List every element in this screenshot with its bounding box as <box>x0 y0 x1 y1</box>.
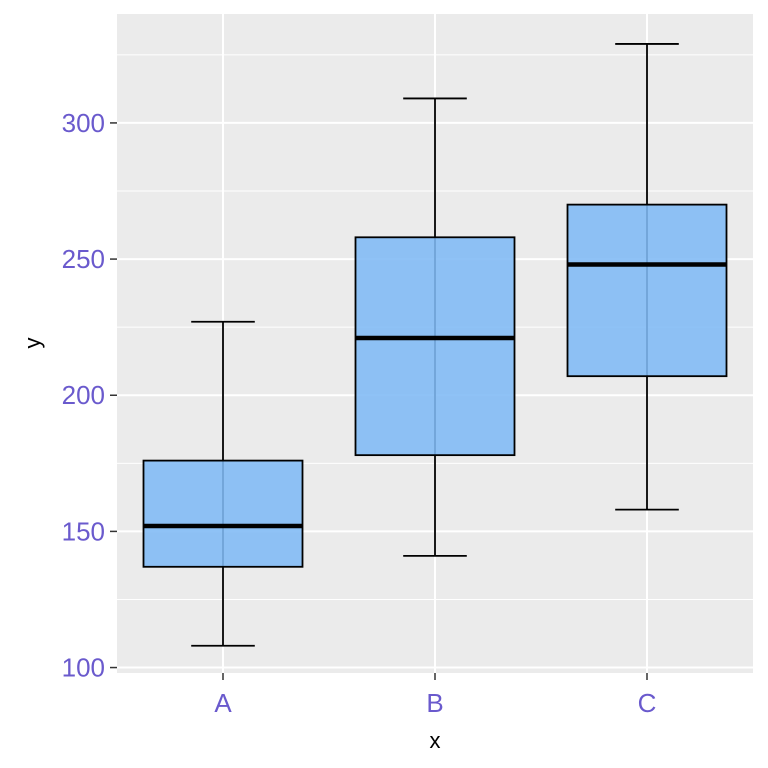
y-tick-label: 100 <box>62 653 105 683</box>
x-tick-label: C <box>638 688 657 718</box>
boxes <box>142 43 728 647</box>
box-C <box>566 43 728 511</box>
box-A <box>142 320 304 647</box>
x-axis-title: x <box>430 728 441 753</box>
y-tick-label: 200 <box>62 380 105 410</box>
y-tick-label: 250 <box>62 244 105 274</box>
box-rect <box>354 236 516 457</box>
x-tick-label: A <box>214 688 232 718</box>
box-B <box>354 97 516 557</box>
box-rect <box>566 203 728 378</box>
box-rect <box>142 459 304 568</box>
y-tick-label: 300 <box>62 108 105 138</box>
x-axis-ticks: A B C <box>214 673 656 718</box>
y-tick-label: 150 <box>62 516 105 546</box>
y-axis-title: y <box>20 338 45 349</box>
y-axis-ticks: 100 150 200 250 300 <box>62 108 117 683</box>
x-tick-label: B <box>426 688 443 718</box>
